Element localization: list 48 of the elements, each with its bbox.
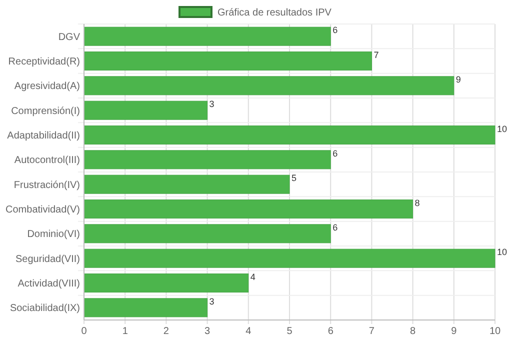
data-label: 8 (414, 198, 420, 208)
y-tick-label: Autocontrol(III) (14, 155, 80, 166)
data-label: 6 (332, 222, 338, 232)
x-tick-label: 2 (163, 326, 170, 337)
data-label: 6 (332, 25, 338, 36)
y-tick-label: Actividad(VIII) (18, 278, 80, 290)
x-tick-label: 4 (246, 326, 252, 337)
data-label: 7 (374, 50, 379, 60)
y-tick-label: Receptividad(R) (8, 56, 80, 68)
bar (84, 298, 208, 318)
x-tick-label: 9 (451, 326, 458, 337)
bar (84, 100, 208, 120)
data-label: 3 (209, 296, 214, 306)
x-tick-label: 8 (410, 326, 416, 337)
bar (84, 274, 249, 292)
data-label: 9 (456, 74, 461, 84)
data-label: 10 (497, 247, 508, 258)
y-tick-label: Seguridad(VII) (16, 254, 80, 265)
bar (84, 224, 331, 244)
series-label: Gráfica de resultados IPV (218, 8, 332, 18)
data-label: 5 (292, 173, 297, 184)
bar (84, 200, 414, 218)
bar (84, 126, 496, 144)
y-tick-label: Adaptabilidad(II) (7, 130, 80, 142)
x-tick-label: 5 (286, 326, 293, 337)
data-label: 6 (332, 148, 338, 158)
x-tick-label: 10 (489, 326, 501, 337)
bar (84, 52, 372, 70)
bar (84, 76, 454, 96)
bar (84, 248, 496, 268)
x-tick-label: 7 (368, 326, 375, 337)
x-tick-label: 0 (81, 326, 88, 337)
bar (84, 174, 290, 194)
data-label: 4 (250, 272, 256, 282)
y-tick-label: Sociabilidad(IX) (10, 303, 80, 314)
y-tick-label: Comprensión(I) (11, 106, 80, 117)
x-tick-label: 3 (204, 326, 211, 337)
y-tick-label: Frustración(IV) (14, 180, 80, 191)
bar (84, 26, 331, 46)
data-label: 10 (497, 124, 508, 134)
y-tick-label: Combatividad(V) (6, 204, 80, 216)
x-tick-label: 6 (328, 326, 334, 337)
y-tick-label: Agresividad(A) (14, 81, 80, 92)
data-label: 3 (209, 99, 214, 110)
y-tick-label: DGV (58, 32, 80, 43)
y-tick-label: Dominio(VI) (27, 229, 80, 240)
x-tick-label: 1 (122, 326, 128, 337)
bar (84, 150, 331, 170)
